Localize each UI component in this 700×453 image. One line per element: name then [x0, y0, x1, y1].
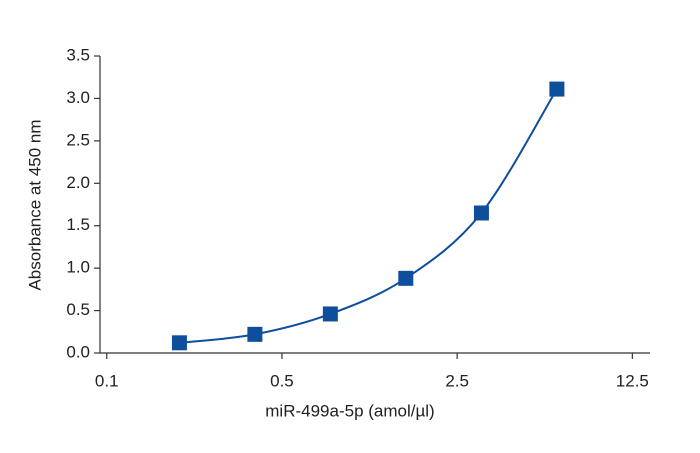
x-tick-label: 12.5 [616, 371, 649, 390]
x-tick-label: 0.1 [95, 371, 119, 390]
y-tick-label: 1.5 [66, 215, 90, 234]
y-tick-label: 1.0 [66, 258, 90, 277]
y-axis-title: Absorbance at 450 nm [25, 119, 44, 290]
x-tick-label: 2.5 [445, 371, 469, 390]
x-axis-title: miR-499a-5p (amol/µl) [265, 401, 434, 420]
y-tick-label: 2.5 [66, 130, 90, 149]
y-tick-label: 3.0 [66, 88, 90, 107]
y-tick-label: 2.0 [66, 173, 90, 192]
x-tick-label: 0.5 [270, 371, 294, 390]
marker [398, 270, 414, 286]
marker [322, 306, 338, 322]
marker [549, 81, 565, 97]
fit-curve [179, 88, 558, 344]
y-tick-label: 0.0 [66, 342, 90, 361]
marker [473, 205, 489, 221]
marker [171, 335, 187, 351]
y-tick-label: 3.5 [66, 45, 90, 64]
marker [247, 326, 263, 342]
y-tick-label: 0.5 [66, 300, 90, 319]
